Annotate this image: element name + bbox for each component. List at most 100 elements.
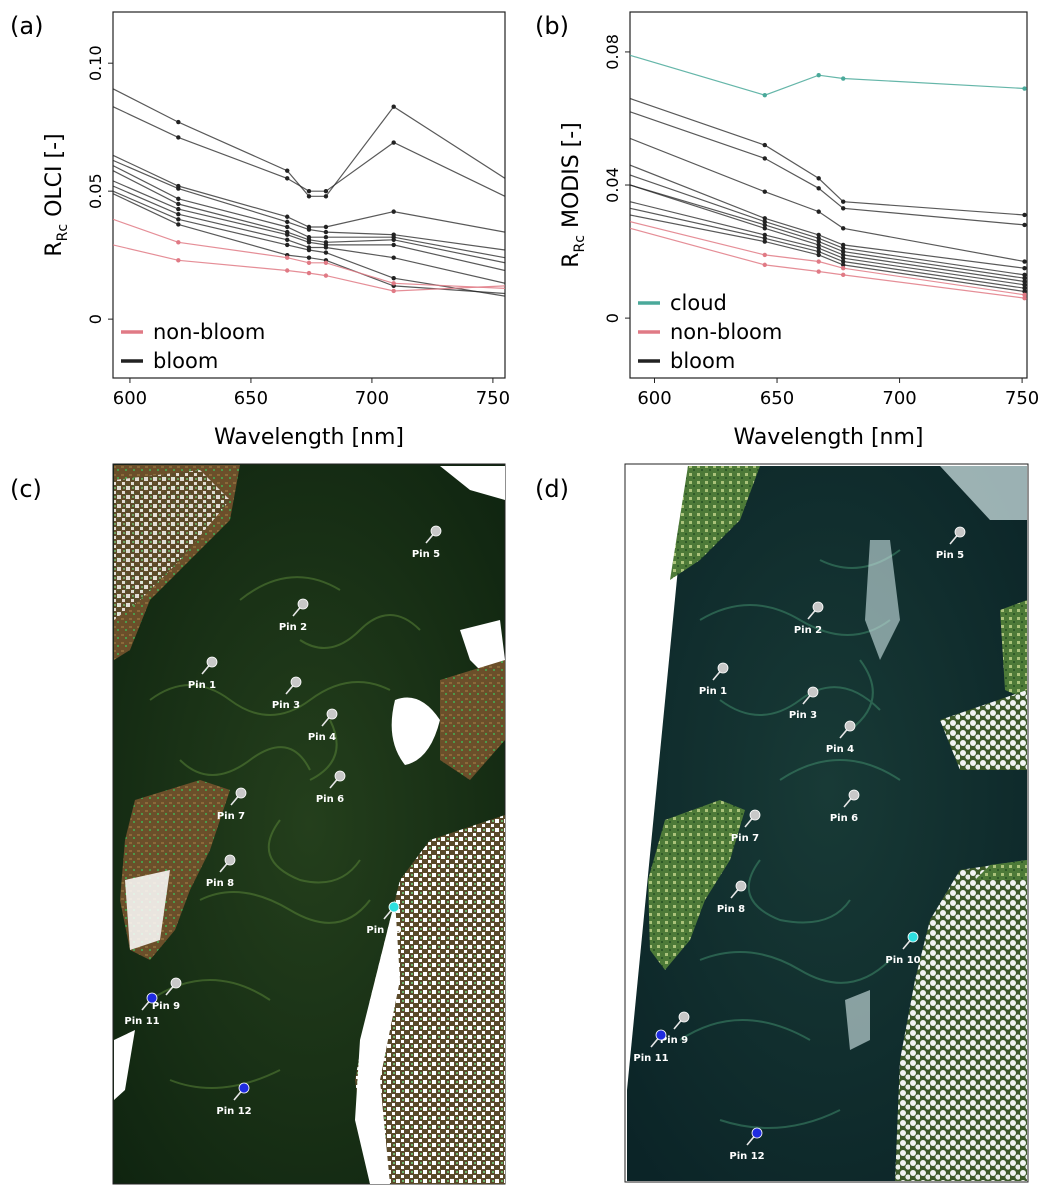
data-point (762, 92, 767, 98)
x-tick-label: 750 (476, 388, 510, 409)
y-axis-label: RRc MODIS [-] (559, 122, 588, 268)
data-point (391, 288, 396, 294)
x-tick-label: 600 (637, 388, 671, 409)
data-point (1022, 222, 1027, 228)
data-point (762, 156, 767, 161)
pin-label: Pin 7 (731, 833, 759, 844)
map-pin: Pin 9 (660, 1011, 690, 1046)
data-point (762, 189, 767, 194)
pin-label: Pin 4 (826, 744, 854, 755)
data-point (1022, 266, 1027, 271)
pin-label: Pin 8 (717, 904, 745, 915)
data-point (816, 73, 821, 78)
pin-label: Pin 6 (316, 794, 344, 805)
panel-label-b: (b) (535, 12, 569, 40)
map-pin: Pin 2 (279, 598, 309, 633)
data-point (306, 227, 312, 232)
panel-label-a: (a) (10, 12, 43, 40)
island-right-c (440, 660, 505, 780)
cloud-gotland-c (125, 870, 170, 950)
data-point (285, 219, 290, 225)
data-point (306, 270, 312, 276)
map-pin: Pin 10 (366, 901, 402, 936)
cloud-bottom-left-c (114, 1030, 135, 1100)
pin-label: Pin 1 (699, 686, 727, 697)
island-right-d (940, 690, 1027, 770)
pin-label: Pin 12 (729, 1151, 764, 1162)
data-point (816, 236, 821, 241)
data-point (816, 232, 821, 238)
map-pin: Pin 8 (206, 854, 236, 889)
data-point (841, 259, 846, 264)
satellite-image-d: Pin 5 Pin 2 Pin 1 Pin 3 Pin 4 Pin 6 Pin 7 Pin 8… (624, 463, 1029, 1183)
data-point (323, 260, 329, 266)
plot-frame (629, 11, 1028, 379)
data-point (306, 255, 312, 260)
data-point (816, 209, 821, 214)
pin-label: Pin 11 (124, 1016, 159, 1027)
data-point (323, 250, 329, 255)
bloom-swirls-c (149, 576, 421, 1089)
series-group (113, 88, 505, 297)
data-point (841, 252, 846, 258)
pin-label: Pin 10 (885, 955, 920, 966)
x-tick-label: 700 (355, 388, 389, 409)
y-tick-label: 0.10 (86, 45, 105, 81)
map-pin: Pin 3 (789, 686, 819, 721)
data-point (816, 242, 821, 248)
panel-label-d: (d) (535, 475, 569, 503)
pin-label: Pin 1 (188, 680, 216, 691)
cloud-patch-c (391, 697, 440, 765)
pins-d: Pin 5 Pin 2 Pin 1 Pin 3 Pin 4 Pin 6 Pin 7 Pin 8… (633, 526, 966, 1162)
data-point (841, 226, 846, 231)
data-point (762, 219, 767, 224)
data-point (176, 222, 181, 227)
data-point (285, 176, 290, 181)
data-point (176, 217, 181, 222)
data-point (816, 186, 821, 191)
chart-b: 600 650 700 750 0 0.04 0.08 Wavelength [nm] RRc … (559, 11, 1039, 450)
data-point (176, 201, 181, 207)
data-point (762, 262, 767, 268)
data-point (176, 186, 181, 191)
data-point (841, 242, 846, 248)
map-pin: Pin 11 (124, 992, 160, 1027)
cloud-streak-2-d (940, 466, 1027, 520)
data-point (391, 140, 396, 145)
pin-label: Pin 2 (794, 625, 822, 636)
data-point (762, 142, 767, 148)
data-point (762, 216, 767, 221)
data-point (1022, 272, 1027, 278)
data-point (176, 258, 181, 263)
data-point (841, 246, 846, 251)
data-point (816, 239, 821, 244)
map-pin: Pin 6 (830, 789, 860, 824)
data-point (1022, 282, 1027, 288)
data-point (285, 237, 290, 242)
data-point (762, 239, 767, 244)
x-tick-label: 600 (113, 388, 147, 409)
map-pin: Pin 7 (217, 787, 247, 822)
data-point (323, 194, 329, 199)
data-point (816, 249, 821, 254)
pin-label: Pin 8 (206, 878, 234, 889)
pins-c: Pin 5 Pin 2 Pin 1 Pin 3 Pin 4 Pin 6 Pin 7 Pin 8… (124, 525, 442, 1117)
map-pin: Pin 8 (717, 880, 747, 915)
data-point (176, 196, 181, 202)
x-tick-label: 650 (760, 388, 794, 409)
data-point (841, 249, 846, 254)
legend-label: bloom (670, 349, 735, 373)
map-pin: Pin 1 (699, 662, 729, 697)
pin-label: Pin 11 (633, 1053, 668, 1064)
data-point (816, 252, 821, 258)
pin-label: Pin 9 (152, 1001, 180, 1012)
map-pin: Pin 6 (316, 770, 346, 805)
data-point (306, 247, 312, 253)
data-point (391, 275, 396, 281)
x-tick-label: 700 (882, 388, 916, 409)
map-pin: Pin 12 (216, 1082, 252, 1117)
map-pin: Pin 1 (188, 656, 218, 691)
coast-right-c (355, 815, 505, 1184)
cloud-top-left-c (114, 470, 230, 620)
